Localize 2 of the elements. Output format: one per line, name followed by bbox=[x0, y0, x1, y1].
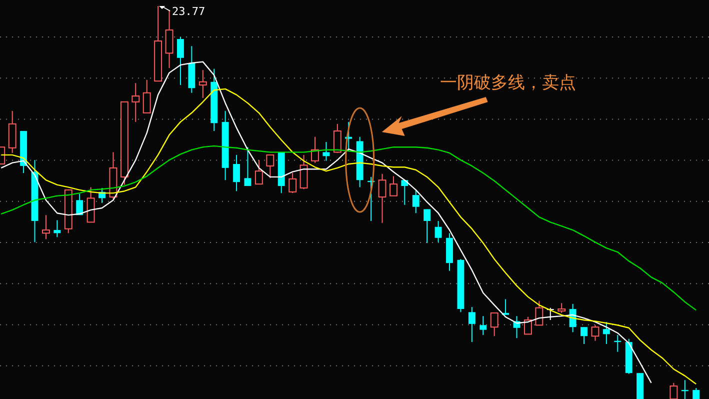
annotation: 23.77 bbox=[172, 5, 206, 18]
annotation: 一阴破多线，卖点 bbox=[440, 73, 576, 93]
